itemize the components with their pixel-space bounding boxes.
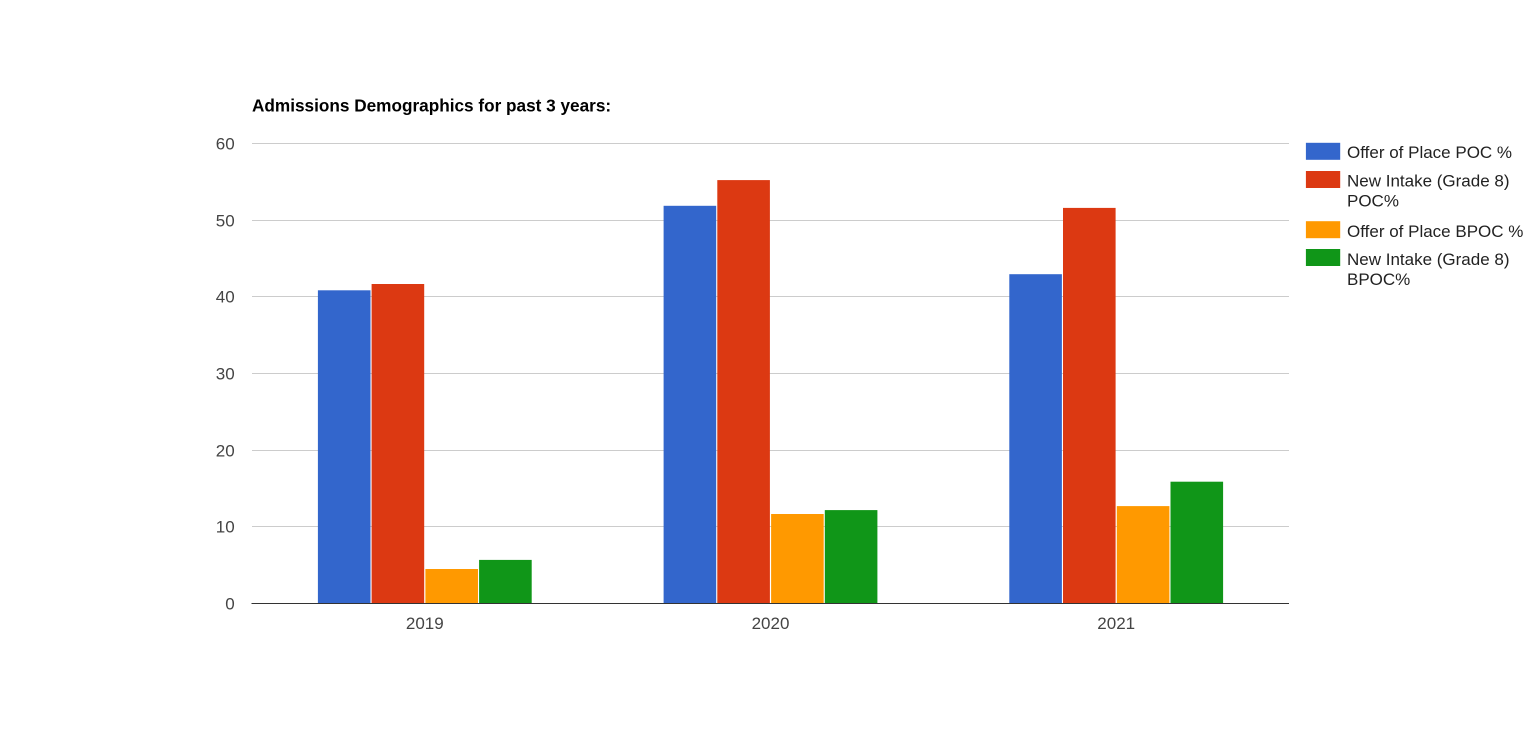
- svg-text:20: 20: [216, 442, 235, 461]
- svg-text:50: 50: [216, 212, 235, 231]
- svg-text:BPOC%: BPOC%: [1347, 270, 1410, 289]
- svg-text:Admissions Demographics for pa: Admissions Demographics for past 3 years…: [252, 96, 611, 116]
- svg-text:30: 30: [216, 365, 235, 384]
- svg-text:New Intake (Grade 8): New Intake (Grade 8): [1347, 250, 1510, 269]
- svg-text:New Intake (Grade 8): New Intake (Grade 8): [1347, 171, 1510, 190]
- svg-text:2021: 2021: [1097, 614, 1135, 633]
- svg-text:10: 10: [216, 518, 235, 537]
- svg-text:Offer of Place BPOC %: Offer of Place BPOC %: [1347, 222, 1523, 241]
- svg-text:2019: 2019: [406, 614, 444, 633]
- svg-text:0: 0: [225, 595, 234, 614]
- svg-text:2020: 2020: [752, 614, 790, 633]
- svg-text:POC%: POC%: [1347, 192, 1399, 211]
- svg-text:40: 40: [216, 288, 235, 307]
- svg-text:60: 60: [216, 135, 235, 154]
- svg-text:Offer of Place POC %: Offer of Place POC %: [1347, 143, 1512, 162]
